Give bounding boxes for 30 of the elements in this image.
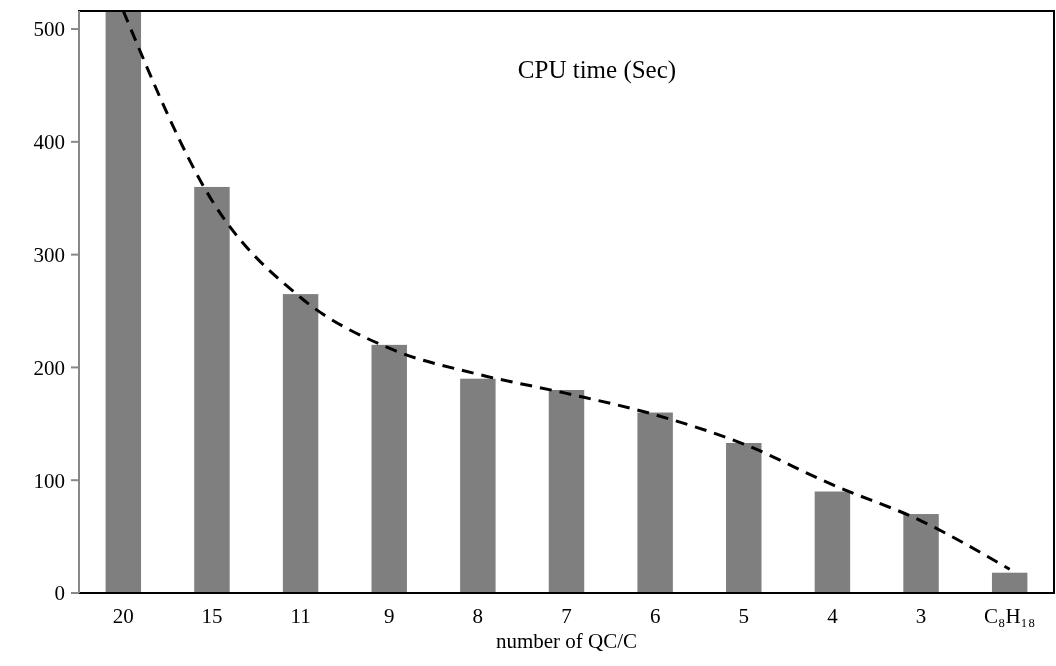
text: CPU time (Sec) xyxy=(517,56,677,84)
x-tick-label: 6 xyxy=(649,604,661,628)
y-tick-label: 200 xyxy=(33,355,65,380)
x-tick-label: 7 xyxy=(561,604,572,628)
x-tick-label: 20 xyxy=(112,604,134,628)
x-tick-label: 9 xyxy=(383,604,395,628)
bar xyxy=(991,572,1028,593)
x-tick-label: 15 xyxy=(201,604,223,628)
x-tick-label: C₈H₁₈ xyxy=(984,604,1036,628)
y-tick-label: 100 xyxy=(33,468,65,493)
bar xyxy=(726,442,762,593)
bar xyxy=(194,186,230,593)
x-tick-label: 3 xyxy=(915,604,927,628)
y-tick-label: 500 xyxy=(33,17,65,42)
x-tick-label: 11 xyxy=(290,604,311,628)
bar xyxy=(903,514,939,593)
bar xyxy=(460,378,496,593)
bar xyxy=(637,412,673,593)
bar xyxy=(548,389,585,593)
y-tick-label: 300 xyxy=(33,242,65,267)
y-tick-label: 0 xyxy=(54,581,65,606)
x-tick-label: 8 xyxy=(472,604,484,628)
bar xyxy=(814,491,851,593)
x-tick-label: 4 xyxy=(827,604,839,628)
x-axis-title: number of QC/C xyxy=(495,629,638,653)
bar xyxy=(105,11,142,593)
bar xyxy=(282,294,319,593)
x-tick-label: 5 xyxy=(738,604,750,628)
bar xyxy=(371,344,407,593)
y-tick-label: 400 xyxy=(33,130,65,155)
